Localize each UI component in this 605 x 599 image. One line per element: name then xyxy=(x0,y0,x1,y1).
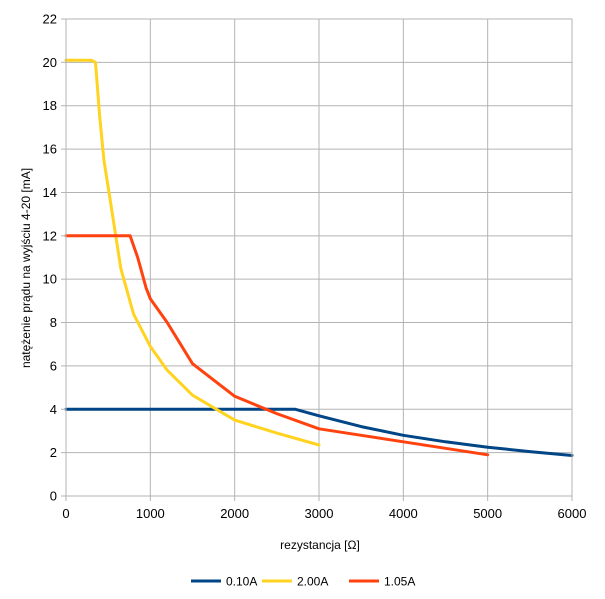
legend: 0.10A 2.00A 1.05A xyxy=(191,575,415,589)
series-line-1 xyxy=(64,407,574,457)
y-axis-title: natężenie prądu na wyjściu 4-20 [mA] xyxy=(19,168,33,368)
series-lines xyxy=(64,58,574,457)
y-tick-labels: 0 2 4 6 8 10 12 14 16 18 20 22 xyxy=(43,12,57,504)
legend-label: 1.05A xyxy=(384,575,415,589)
series-line-2 xyxy=(64,58,321,447)
x-tick-label: 3000 xyxy=(305,506,334,521)
plot-area-border xyxy=(65,18,573,497)
y-tick-label: 16 xyxy=(43,142,57,157)
legend-label: 2.00A xyxy=(297,575,328,589)
y-tick-label: 12 xyxy=(43,228,57,243)
x-tick-labels: 0 1000 2000 3000 4000 5000 6000 xyxy=(62,506,586,521)
y-tick-label: 6 xyxy=(50,358,57,373)
y-tick-label: 14 xyxy=(43,185,57,200)
x-tick-label: 0 xyxy=(62,506,69,521)
legend-label: 0.10A xyxy=(226,575,257,589)
y-tick-label: 10 xyxy=(43,272,57,287)
y-tick-label: 22 xyxy=(43,12,57,27)
grid-lines xyxy=(65,18,573,497)
axes xyxy=(61,18,573,501)
x-tick-label: 6000 xyxy=(558,506,587,521)
y-tick-label: 20 xyxy=(43,55,57,70)
x-tick-label: 5000 xyxy=(473,506,502,521)
y-tick-label: 18 xyxy=(43,98,57,113)
y-tick-label: 4 xyxy=(50,402,57,417)
x-tick-label: 2000 xyxy=(220,506,249,521)
x-tick-label: 1000 xyxy=(136,506,165,521)
series-line-3 xyxy=(64,234,490,457)
y-tick-label: 8 xyxy=(50,315,57,330)
y-tick-label: 2 xyxy=(50,445,57,460)
y-tick-label: 0 xyxy=(50,489,57,504)
x-tick-label: 4000 xyxy=(389,506,418,521)
x-axis-title: rezystancja [Ω] xyxy=(280,538,360,552)
